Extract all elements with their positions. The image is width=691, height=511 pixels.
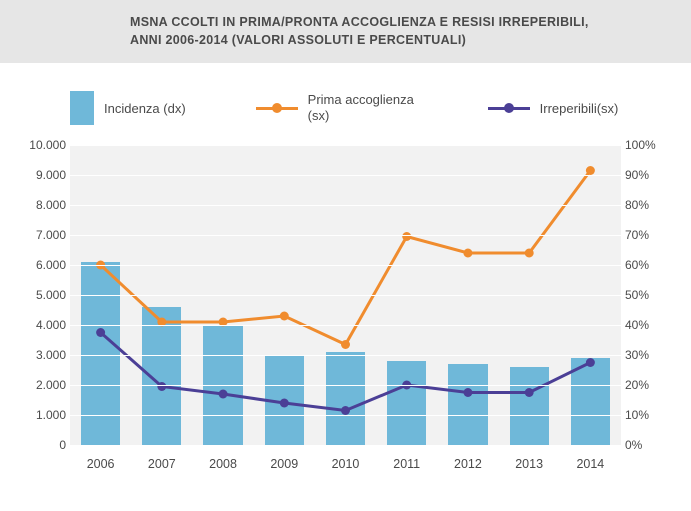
grid-line [70, 445, 621, 446]
y-right-tick: 30% [625, 348, 649, 362]
grid-line [70, 235, 621, 236]
grid-line [70, 295, 621, 296]
x-axis: 200620072008200920102011201220132014 [70, 451, 621, 475]
grid-line [70, 175, 621, 176]
x-tick: 2008 [192, 451, 253, 475]
y-right-tick: 90% [625, 168, 649, 182]
y-right-tick: 40% [625, 318, 649, 332]
line-marker [280, 312, 289, 321]
legend: Incidenza (dx) Prima accoglienza (sx) Ir… [0, 63, 691, 135]
x-tick: 2010 [315, 451, 376, 475]
line-marker [463, 249, 472, 258]
chart-container: MSNA CCOLTI IN PRIMA/PRONTA ACCOGLIENZA … [0, 0, 691, 511]
grid-line [70, 385, 621, 386]
y-left-tick: 3.000 [36, 348, 66, 362]
y-left-tick: 7.000 [36, 228, 66, 242]
title-line-2: ANNI 2006-2014 (VALORI ASSOLUTI E PERCEN… [130, 33, 466, 47]
x-tick: 2009 [254, 451, 315, 475]
grid-line [70, 415, 621, 416]
y-right-tick: 100% [625, 138, 656, 152]
legend-label-irreperibili: Irreperibili(sx) [540, 101, 619, 116]
line-marker [341, 406, 350, 415]
grid-line [70, 325, 621, 326]
x-tick: 2011 [376, 451, 437, 475]
grid-line [70, 145, 621, 146]
line-marker [157, 382, 166, 391]
y-right-tick: 80% [625, 198, 649, 212]
legend-item-incidenza: Incidenza (dx) [70, 91, 186, 125]
y-right-tick: 10% [625, 408, 649, 422]
y-right-tick: 50% [625, 288, 649, 302]
grid-line [70, 205, 621, 206]
chart-header: MSNA CCOLTI IN PRIMA/PRONTA ACCOGLIENZA … [0, 0, 691, 63]
legend-label-prima: Prima accoglienza (sx) [308, 92, 418, 123]
y-right-tick: 60% [625, 258, 649, 272]
grid-line [70, 265, 621, 266]
grid-line [70, 355, 621, 356]
line-marker [586, 358, 595, 367]
y-axis-left: 01.0002.0003.0004.0005.0006.0007.0008.00… [16, 145, 66, 445]
line-marker [586, 166, 595, 175]
title-line-1: MSNA CCOLTI IN PRIMA/PRONTA ACCOGLIENZA … [130, 15, 589, 29]
y-left-tick: 6.000 [36, 258, 66, 272]
line-series [101, 171, 591, 345]
line-marker [463, 388, 472, 397]
x-tick: 2013 [499, 451, 560, 475]
y-left-tick: 4.000 [36, 318, 66, 332]
y-left-tick: 9.000 [36, 168, 66, 182]
legend-item-irreperibili: Irreperibili(sx) [488, 101, 619, 116]
y-left-tick: 8.000 [36, 198, 66, 212]
x-tick: 2007 [131, 451, 192, 475]
line-marker [525, 388, 534, 397]
y-left-tick: 2.000 [36, 378, 66, 392]
legend-item-prima: Prima accoglienza (sx) [256, 92, 418, 123]
legend-swatch-bar [70, 91, 94, 125]
line-marker [525, 249, 534, 258]
line-marker [402, 232, 411, 241]
legend-label-incidenza: Incidenza (dx) [104, 101, 186, 116]
y-left-tick: 0 [59, 438, 66, 452]
y-left-tick: 10.000 [29, 138, 66, 152]
y-right-tick: 20% [625, 378, 649, 392]
y-axis-right: 0%10%20%30%40%50%60%70%80%90%100% [625, 145, 671, 445]
plot-area [70, 145, 621, 445]
x-tick: 2006 [70, 451, 131, 475]
y-left-tick: 1.000 [36, 408, 66, 422]
y-right-tick: 70% [625, 228, 649, 242]
x-tick: 2012 [437, 451, 498, 475]
y-right-tick: 0% [625, 438, 642, 452]
chart-title: MSNA CCOLTI IN PRIMA/PRONTA ACCOGLIENZA … [130, 14, 673, 49]
y-left-tick: 5.000 [36, 288, 66, 302]
line-marker [280, 399, 289, 408]
chart-area: 01.0002.0003.0004.0005.0006.0007.0008.00… [70, 145, 621, 475]
legend-swatch-irreperibili [488, 107, 530, 110]
line-marker [341, 340, 350, 349]
legend-swatch-prima [256, 107, 298, 110]
x-tick: 2014 [560, 451, 621, 475]
line-marker [219, 390, 228, 399]
line-marker [96, 328, 105, 337]
